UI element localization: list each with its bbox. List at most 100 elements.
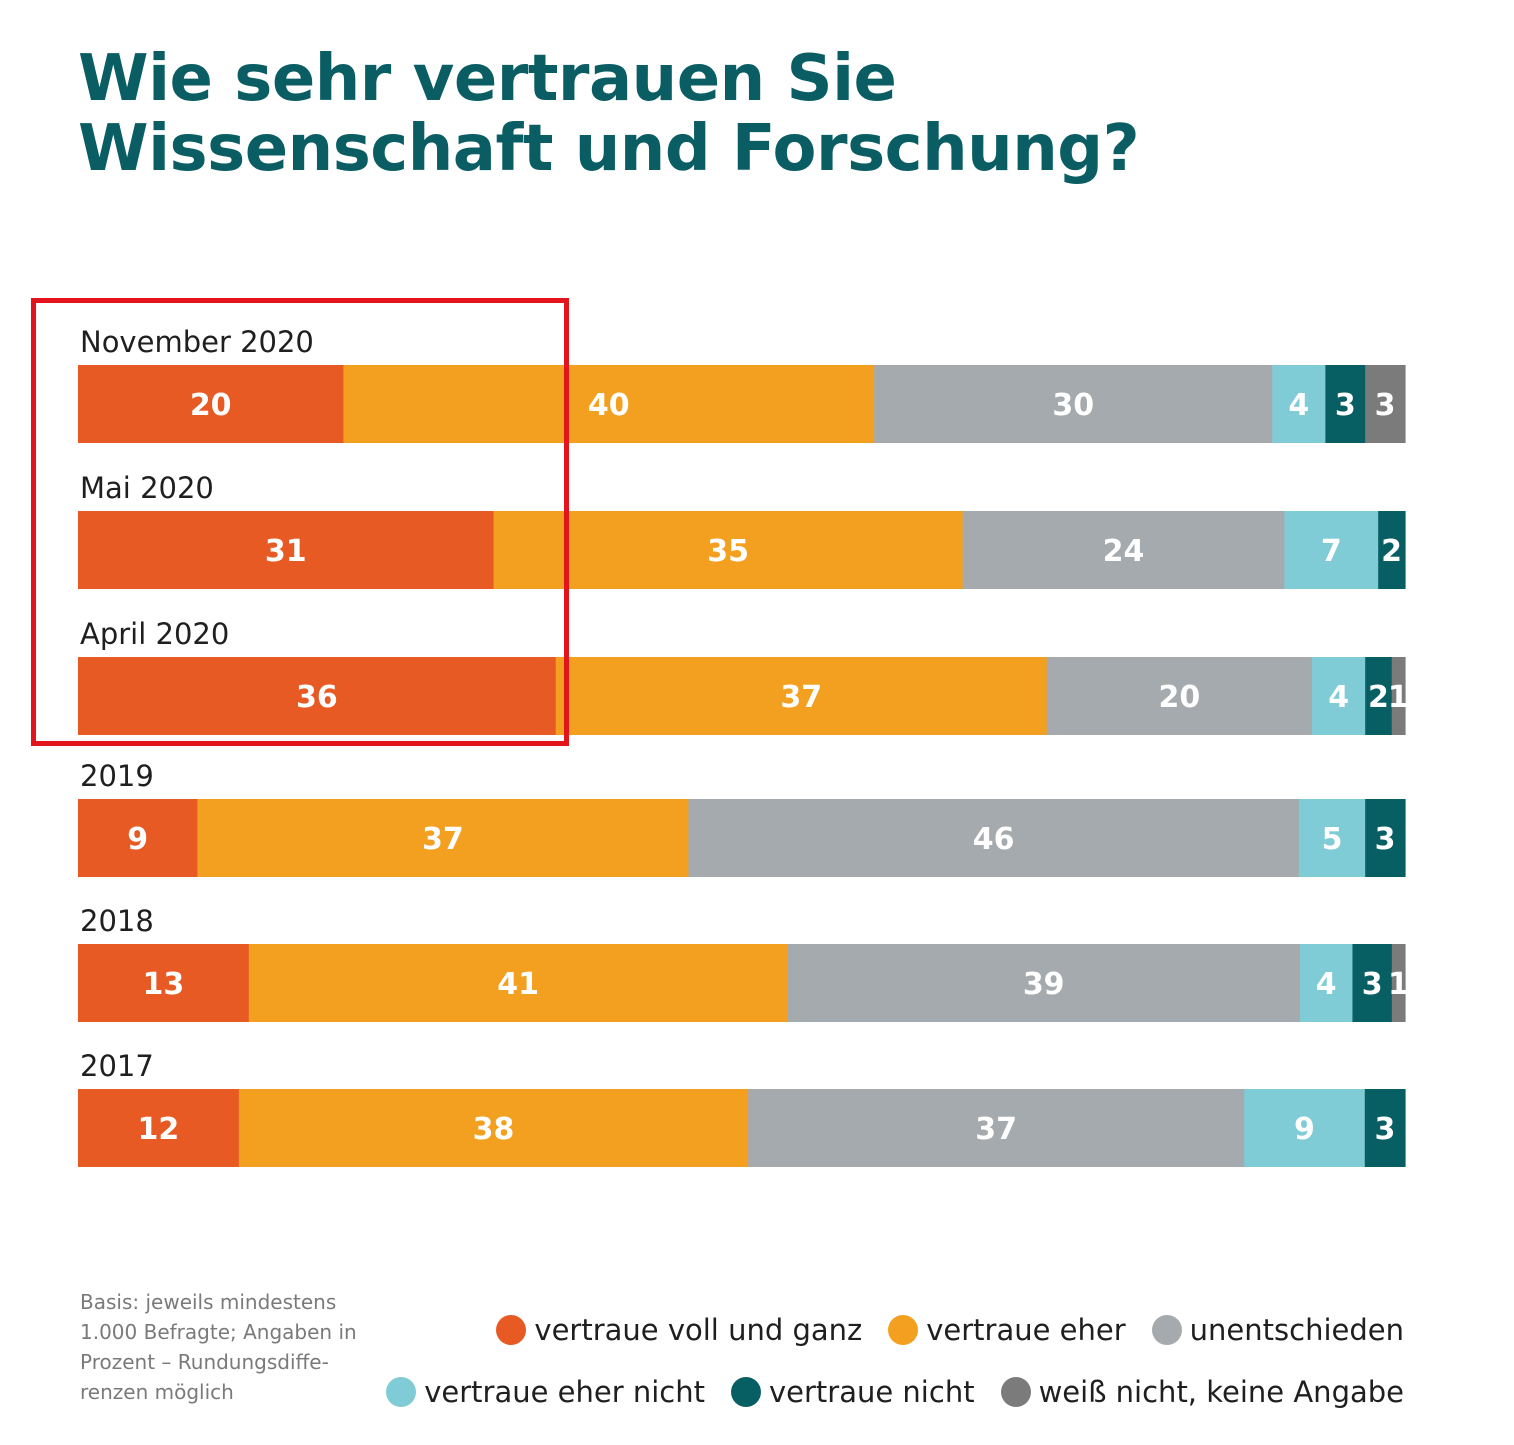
data-label: 12 bbox=[138, 1112, 180, 1147]
legend-swatch-icon bbox=[386, 1377, 417, 1407]
bar-segment-vertraue-nicht bbox=[1325, 365, 1366, 443]
bar-segment-vertraue-nicht bbox=[1365, 799, 1406, 877]
bar-segment-unentschieden bbox=[1046, 657, 1313, 735]
data-label: 2 bbox=[1381, 534, 1402, 569]
data-label: 3 bbox=[1374, 1112, 1395, 1147]
row-label: Mai 2020 bbox=[80, 471, 214, 505]
data-label: 24 bbox=[1103, 534, 1145, 569]
bar-segment-vertraue-nicht bbox=[1365, 657, 1393, 735]
legend-item-vertraue-nicht: vertraue nicht bbox=[731, 1375, 975, 1409]
data-label: 7 bbox=[1321, 534, 1342, 569]
data-label: 2 bbox=[1368, 680, 1389, 715]
data-label: 38 bbox=[473, 1112, 515, 1147]
data-label: 3 bbox=[1362, 967, 1383, 1002]
legend-label: vertraue nicht bbox=[769, 1375, 975, 1409]
source-note-line-3: Prozent – Rundungsdiffe- bbox=[80, 1350, 329, 1374]
bar-segment-vertraue-eher bbox=[248, 944, 789, 1022]
row-label: 2019 bbox=[80, 759, 154, 793]
legend-swatch-icon bbox=[496, 1315, 527, 1345]
bar-segment-vertraue-eher bbox=[493, 511, 964, 589]
bar-segment-unentschieden bbox=[962, 511, 1285, 589]
legend-label: vertraue voll und ganz bbox=[534, 1313, 863, 1347]
bar-segment-unentschieden bbox=[748, 1089, 1245, 1167]
legend-swatch-icon bbox=[888, 1315, 919, 1345]
data-label: 39 bbox=[1023, 967, 1065, 1002]
data-label: 46 bbox=[973, 822, 1015, 857]
data-label: 20 bbox=[190, 388, 232, 423]
data-label: 41 bbox=[497, 967, 539, 1002]
data-label: 20 bbox=[1159, 680, 1201, 715]
data-label: 31 bbox=[265, 534, 307, 569]
bar-segment-vertraue-voll-und-ganz bbox=[78, 657, 557, 735]
data-label: 4 bbox=[1288, 388, 1309, 423]
legend: vertraue voll und ganz vertraue eher une… bbox=[384, 1313, 1404, 1409]
bar-segment-vertraue-eher-nicht bbox=[1284, 511, 1379, 589]
bar-segment-unentschieden bbox=[874, 365, 1273, 443]
bar-group-april-2020: April 2020 36 37 20 4 2 1 bbox=[78, 617, 1409, 735]
source-note-line-2: 1.000 Befragte; Angaben in bbox=[80, 1320, 357, 1344]
data-label: 1 bbox=[1388, 680, 1409, 715]
data-label: 30 bbox=[1052, 388, 1094, 423]
bar-segment-unentschieden bbox=[787, 944, 1301, 1022]
legend-label: vertraue eher bbox=[926, 1313, 1126, 1347]
data-label: 1 bbox=[1388, 967, 1409, 1002]
legend-swatch-icon bbox=[731, 1377, 761, 1407]
bar-group-mai-2020: Mai 2020 31 35 24 7 2 bbox=[78, 471, 1406, 589]
row-label: 2018 bbox=[80, 904, 154, 938]
bar-segment-weiss-nicht-keine-angabe bbox=[1365, 365, 1406, 443]
bar-segment-weiss-nicht-keine-angabe bbox=[1391, 657, 1406, 735]
legend-item-vertraue-voll-und-ganz: vertraue voll und ganz bbox=[496, 1313, 862, 1347]
data-label: 9 bbox=[127, 822, 148, 857]
source-note-line-4: renzen möglich bbox=[80, 1380, 234, 1404]
bar-segment-vertraue-eher-nicht bbox=[1272, 365, 1326, 443]
data-label: 37 bbox=[422, 822, 464, 857]
data-label: 37 bbox=[975, 1112, 1017, 1147]
bar-segment-vertraue-voll-und-ganz bbox=[78, 944, 250, 1022]
bar-segment-weiss-nicht-keine-angabe bbox=[1391, 944, 1406, 1022]
data-label: 4 bbox=[1328, 680, 1349, 715]
data-label: 5 bbox=[1322, 822, 1343, 857]
bar-segment-vertraue-voll-und-ganz bbox=[78, 799, 199, 877]
row-label: November 2020 bbox=[80, 325, 314, 359]
bar-segment-vertraue-eher-nicht bbox=[1312, 657, 1366, 735]
legend-item-unentschieden: unentschieden bbox=[1151, 1313, 1404, 1347]
bar-segment-vertraue-eher-nicht bbox=[1299, 944, 1354, 1022]
data-label: 3 bbox=[1335, 388, 1356, 423]
bar-segment-vertraue-voll-und-ganz bbox=[78, 365, 344, 443]
bar-group-2019: 2019 9 37 46 5 3 bbox=[78, 759, 1406, 877]
source-note-line-1: Basis: jeweils mindestens bbox=[80, 1290, 337, 1314]
chart-title: Wie sehr vertrauen Sie Wissenschaft und … bbox=[78, 42, 1140, 186]
bar-segment-vertraue-eher bbox=[555, 657, 1048, 735]
legend-swatch-icon bbox=[1000, 1377, 1031, 1407]
data-label: 35 bbox=[707, 534, 749, 569]
bar-segment-vertraue-voll-und-ganz bbox=[78, 511, 495, 589]
data-label: 3 bbox=[1375, 388, 1396, 423]
data-label: 36 bbox=[296, 680, 338, 715]
bar-segment-vertraue-eher-nicht bbox=[1298, 799, 1366, 877]
bar-group-2018: 2018 13 41 39 4 3 1 bbox=[78, 904, 1409, 1022]
bar-segment-vertraue-eher bbox=[343, 365, 875, 443]
data-label: 40 bbox=[588, 388, 630, 423]
legend-swatch-icon bbox=[1151, 1315, 1182, 1345]
legend-item-vertraue-eher: vertraue eher bbox=[888, 1313, 1126, 1347]
bar-segment-unentschieden bbox=[688, 799, 1300, 877]
data-label: 13 bbox=[143, 967, 185, 1002]
legend-label: weiß nicht, keine Angabe bbox=[1038, 1375, 1404, 1409]
bar-segment-vertraue-nicht bbox=[1364, 1089, 1406, 1167]
chart-title-line-2: Wissenschaft und Forschung? bbox=[78, 112, 1140, 186]
data-label: 37 bbox=[780, 680, 822, 715]
data-label: 3 bbox=[1375, 822, 1396, 857]
row-label: 2017 bbox=[80, 1049, 154, 1083]
chart-title-line-1: Wie sehr vertrauen Sie bbox=[78, 42, 897, 116]
legend-label: unentschieden bbox=[1189, 1313, 1404, 1347]
bar-segment-vertraue-eher bbox=[238, 1089, 749, 1167]
bar-segment-vertraue-nicht bbox=[1378, 511, 1406, 589]
row-label: April 2020 bbox=[80, 617, 229, 651]
bar-segment-vertraue-nicht bbox=[1352, 944, 1393, 1022]
legend-label: vertraue eher nicht bbox=[424, 1375, 705, 1409]
bar-segment-vertraue-eher bbox=[197, 799, 690, 877]
legend-item-vertraue-eher-nicht: vertraue eher nicht bbox=[386, 1375, 705, 1409]
source-note: Basis: jeweils mindestens 1.000 Befragte… bbox=[80, 1287, 380, 1407]
